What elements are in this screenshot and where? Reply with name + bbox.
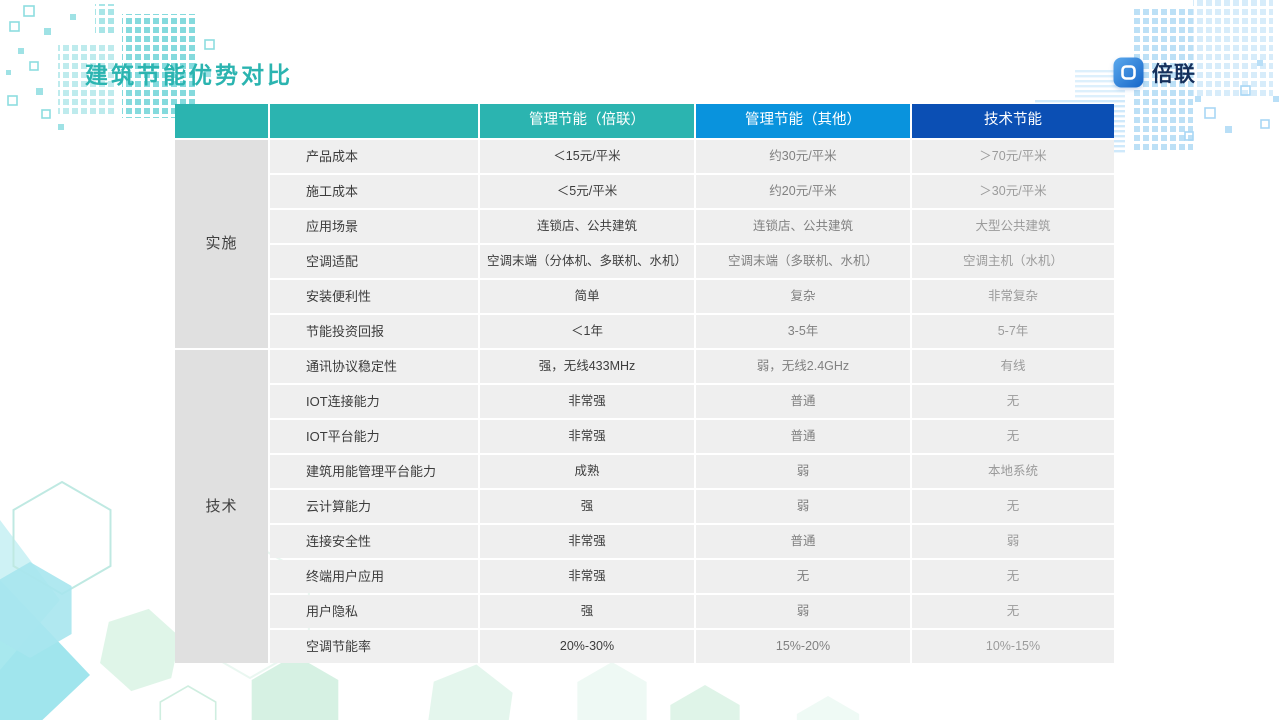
row-label: 安装便利性 bbox=[270, 280, 478, 313]
row-label: 空调节能率 bbox=[270, 630, 478, 663]
header-spacer-group bbox=[175, 104, 268, 138]
cell-tech: ＞30元/平米 bbox=[912, 175, 1114, 208]
cell-other: 复杂 bbox=[696, 280, 910, 313]
cell-tech: 非常复杂 bbox=[912, 280, 1114, 313]
cell-other: 无 bbox=[696, 560, 910, 593]
cell-other: 约30元/平米 bbox=[696, 140, 910, 173]
group-cell-0: 实施 bbox=[175, 140, 268, 348]
cell-beilian: 连锁店、公共建筑 bbox=[480, 210, 694, 243]
cell-tech: 无 bbox=[912, 595, 1114, 628]
row-label: IOT连接能力 bbox=[270, 385, 478, 418]
cell-tech: 本地系统 bbox=[912, 455, 1114, 488]
cell-beilian: 强，无线433MHz bbox=[480, 350, 694, 383]
cell-beilian: 非常强 bbox=[480, 385, 694, 418]
row-label: 用户隐私 bbox=[270, 595, 478, 628]
cell-tech: 10%-15% bbox=[912, 630, 1114, 663]
comparison-table-wrap: 管理节能（倍联） 管理节能（其他） 技术节能 实施 产品成本 ＜15元/平米 约30元… bbox=[175, 104, 1114, 663]
company-logo-icon bbox=[1113, 57, 1144, 88]
row-label: 产品成本 bbox=[270, 140, 478, 173]
cell-beilian: ＜5元/平米 bbox=[480, 175, 694, 208]
cell-other: 空调末端（多联机、水机） bbox=[696, 245, 910, 278]
cell-tech: 无 bbox=[912, 560, 1114, 593]
cell-beilian: 简单 bbox=[480, 280, 694, 313]
row-label: IOT平台能力 bbox=[270, 420, 478, 453]
cell-beilian: 非常强 bbox=[480, 560, 694, 593]
group-cell-1: 技术 bbox=[175, 350, 268, 663]
header-spacer-label bbox=[270, 104, 478, 138]
header-tech: 技术节能 bbox=[912, 104, 1114, 138]
cell-other: 3-5年 bbox=[696, 315, 910, 348]
row-label: 连接安全性 bbox=[270, 525, 478, 558]
cell-tech: 5-7年 bbox=[912, 315, 1114, 348]
cell-beilian: 20%-30% bbox=[480, 630, 694, 663]
cell-other: 弱 bbox=[696, 455, 910, 488]
cell-other: 约20元/平米 bbox=[696, 175, 910, 208]
header-other: 管理节能（其他） bbox=[696, 104, 910, 138]
row-label: 云计算能力 bbox=[270, 490, 478, 523]
cell-tech: 无 bbox=[912, 490, 1114, 523]
cell-beilian: 非常强 bbox=[480, 525, 694, 558]
header-beilian: 管理节能（倍联） bbox=[480, 104, 694, 138]
cell-other: 15%-20% bbox=[696, 630, 910, 663]
cell-other: 普通 bbox=[696, 420, 910, 453]
company-logo: 倍联 bbox=[1113, 57, 1196, 88]
cell-other: 弱，无线2.4GHz bbox=[696, 350, 910, 383]
company-logo-text: 倍联 bbox=[1152, 62, 1196, 86]
cell-other: 普通 bbox=[696, 525, 910, 558]
cell-beilian: 非常强 bbox=[480, 420, 694, 453]
row-label: 终端用户应用 bbox=[270, 560, 478, 593]
row-label: 节能投资回报 bbox=[270, 315, 478, 348]
cell-other: 连锁店、公共建筑 bbox=[696, 210, 910, 243]
cell-tech: 无 bbox=[912, 420, 1114, 453]
cell-tech: 无 bbox=[912, 385, 1114, 418]
row-label: 通讯协议稳定性 bbox=[270, 350, 478, 383]
cell-tech: 有线 bbox=[912, 350, 1114, 383]
comparison-table: 管理节能（倍联） 管理节能（其他） 技术节能 实施 产品成本 ＜15元/平米 约30元… bbox=[175, 104, 1114, 663]
row-label: 施工成本 bbox=[270, 175, 478, 208]
cell-beilian: ＜1年 bbox=[480, 315, 694, 348]
cell-other: 弱 bbox=[696, 490, 910, 523]
row-label: 建筑用能管理平台能力 bbox=[270, 455, 478, 488]
cell-other: 普通 bbox=[696, 385, 910, 418]
cell-tech: 大型公共建筑 bbox=[912, 210, 1114, 243]
cell-beilian: ＜15元/平米 bbox=[480, 140, 694, 173]
row-label: 空调适配 bbox=[270, 245, 478, 278]
cell-other: 弱 bbox=[696, 595, 910, 628]
cell-tech: ＞70元/平米 bbox=[912, 140, 1114, 173]
page-title: 建筑节能优势对比 bbox=[85, 62, 293, 88]
cell-beilian: 强 bbox=[480, 490, 694, 523]
cell-tech: 弱 bbox=[912, 525, 1114, 558]
cell-beilian: 强 bbox=[480, 595, 694, 628]
row-label: 应用场景 bbox=[270, 210, 478, 243]
cell-beilian: 空调末端（分体机、多联机、水机） bbox=[480, 245, 694, 278]
cell-tech: 空调主机（水机） bbox=[912, 245, 1114, 278]
cell-beilian: 成熟 bbox=[480, 455, 694, 488]
